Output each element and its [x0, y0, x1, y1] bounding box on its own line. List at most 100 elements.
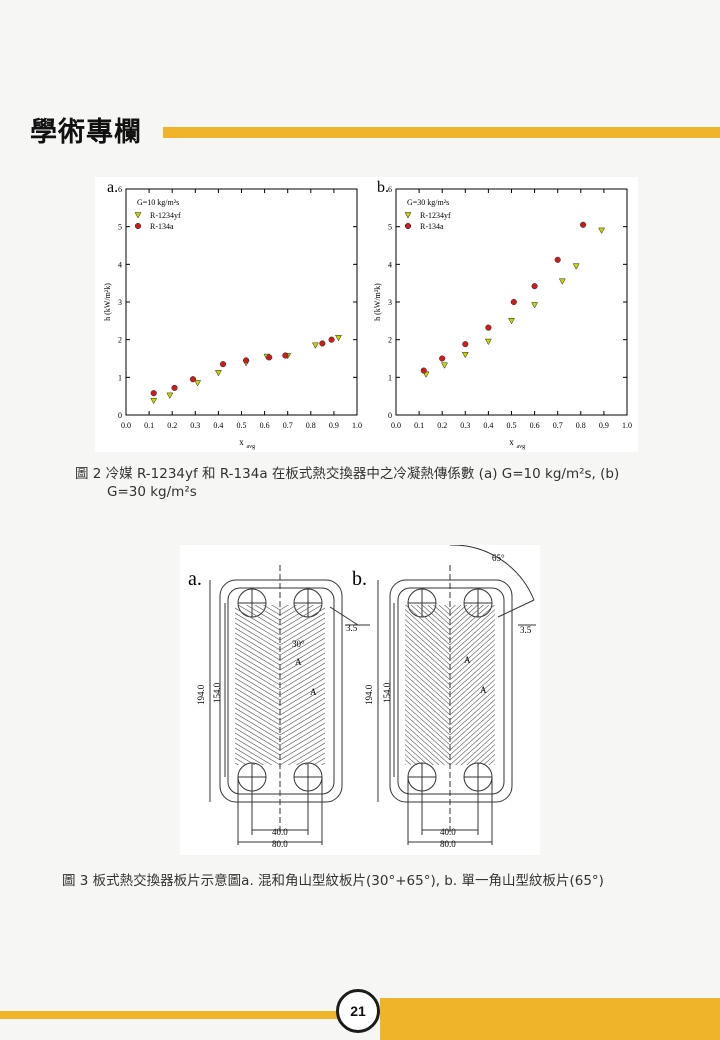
chevron-line — [405, 734, 495, 765]
chevron-line — [405, 689, 495, 731]
chart2-x-tick-label: 0.0 — [391, 421, 401, 430]
chart2-y-tick-label: 6 — [388, 185, 392, 194]
chevron-line — [220, 545, 340, 560]
chart1-point-R-134a — [243, 357, 250, 364]
chevron-line — [235, 672, 325, 701]
chart1-legend-marker — [134, 222, 142, 230]
chart2-x-axis-label-sub: avg — [517, 444, 526, 450]
chart2-y-tick-label: 5 — [388, 223, 392, 232]
chevron-line — [235, 647, 325, 676]
chevron-line — [246, 605, 314, 626]
chart2-point-R-134a — [531, 283, 538, 290]
chart1-x-tick-label: 0.5 — [237, 421, 247, 430]
chart1-point-R-1234yf — [166, 392, 174, 399]
chart2-point-R-1234yf — [461, 351, 469, 359]
dim-154-b: 154.0 — [382, 682, 392, 703]
chevron-line — [405, 754, 495, 765]
dim-194-a: 194.0 — [196, 684, 206, 705]
chevron-line — [235, 607, 325, 636]
chart2-point-R-1234yf — [558, 278, 566, 285]
chart1-point-R-1234yf — [214, 370, 222, 377]
chevron-line — [235, 747, 325, 765]
chart1-y-tick-label: 1 — [118, 373, 122, 382]
plate-diagram-svg: a. 194.0 154.0 40.0 — [188, 544, 536, 849]
dim-40-b: 40.0 — [440, 827, 456, 837]
chevron-line — [405, 714, 495, 756]
chart1-y-tick-label: 3 — [118, 298, 122, 307]
chart1-point-R-134a — [282, 352, 289, 359]
chevron-line — [405, 634, 495, 676]
chart1-x-tick-label: 0.3 — [190, 421, 200, 430]
dim-154-a: 154.0 — [212, 682, 222, 703]
figure2-caption-line1: 圖 2 冷媒 R-1234yf 和 R-134a 在板式熱交換器中之冷凝熱傳係數… — [75, 466, 620, 482]
chevron-line — [235, 612, 325, 641]
chevron-line — [235, 697, 325, 726]
chevron-line — [254, 605, 306, 621]
chevron-line — [410, 605, 490, 641]
chevron-line — [405, 639, 495, 681]
chart1-y-axis-label: h (kW/m²k) — [103, 283, 112, 321]
chevron-line — [405, 749, 495, 765]
chart2-x-tick-label: 0.7 — [553, 421, 563, 430]
chart2-x-tick-label: 0.1 — [414, 421, 424, 430]
chart1-legend-label: R-134a — [150, 222, 174, 231]
chart1-x-tick-label: 0.6 — [260, 421, 270, 430]
chart1-point-R-134a — [328, 336, 335, 343]
chevron-line — [405, 605, 495, 646]
chevron-line — [235, 757, 325, 765]
chart1-point-R-134a — [266, 354, 273, 361]
chart1-point-R-1234yf — [150, 397, 158, 405]
plate-a — [209, 545, 370, 845]
plate-b — [377, 544, 536, 845]
dim-40-a: 40.0 — [272, 827, 288, 837]
chevron-line — [235, 727, 325, 756]
dim-3-5-b: 3.5 — [520, 625, 532, 635]
chevron-line — [405, 709, 495, 751]
chart1-point-R-134a — [171, 384, 178, 391]
chevron-line — [443, 605, 457, 611]
chevron-line — [405, 614, 495, 656]
chevron-line — [262, 605, 298, 616]
chart2-x-tick-label: 0.6 — [530, 421, 540, 430]
chart2-point-R-134a — [462, 341, 469, 348]
chart1-point-R-1234yf — [311, 342, 319, 349]
chevron-line — [405, 669, 495, 711]
chevron-line — [235, 752, 325, 765]
chart2-point-R-1234yf — [531, 302, 539, 309]
chevron-line — [235, 642, 325, 671]
chevron-line — [405, 684, 495, 726]
chart2-x-tick-label: 0.2 — [437, 421, 447, 430]
chart1-panel-label: a. — [107, 179, 118, 196]
footer-bar-left — [0, 1011, 338, 1019]
chart1-x-axis-label-sub: avg — [247, 444, 256, 450]
chevron-line — [432, 605, 468, 621]
chevron-line — [405, 624, 495, 666]
chart2-x-tick-label: 0.3 — [460, 421, 470, 430]
section-a-label-1: A — [295, 657, 302, 667]
chevron-line — [427, 605, 473, 626]
chevron-line — [235, 707, 325, 736]
chart1-y-tick-label: 6 — [118, 185, 122, 194]
chart2-legend-marker — [404, 222, 412, 230]
chevron-line — [416, 605, 484, 636]
chart1-x-tick-label: 0.8 — [306, 421, 316, 430]
chart2-legend-label: R-134a — [420, 222, 444, 231]
dim-80-a: 80.0 — [272, 839, 288, 849]
chart-svg: a. 0.0 0.1 0.2 0.3 0.4 0.5 0.6 0.7 0.8 0.9 1.0 0 1 2 3 4… — [103, 179, 632, 450]
chart1-x-tick-label: 0.0 — [121, 421, 131, 430]
chevron-line — [235, 662, 325, 691]
chevron-line — [405, 719, 495, 761]
chart1-point-R-1234yf — [194, 380, 202, 387]
chart1-y-tick-label: 0 — [118, 411, 122, 420]
figure2-caption-line2: G=30 kg/m²s — [107, 484, 197, 500]
chevron-line — [235, 652, 325, 681]
chevron-line — [235, 742, 325, 765]
chevron-line — [235, 687, 325, 716]
chart2-point-R-1234yf — [572, 263, 580, 270]
figure2-charts: a. 0.0 0.1 0.2 0.3 0.4 0.5 0.6 0.7 0.8 0.9 1.0 0 1 2 3 4… — [95, 177, 638, 452]
chevron-line — [405, 744, 495, 765]
chevron-line — [405, 679, 495, 721]
chart2-point-R-1234yf — [598, 227, 606, 234]
chart2-annotation: G=30 kg/m²s — [407, 198, 449, 207]
chevron-line — [405, 729, 495, 765]
